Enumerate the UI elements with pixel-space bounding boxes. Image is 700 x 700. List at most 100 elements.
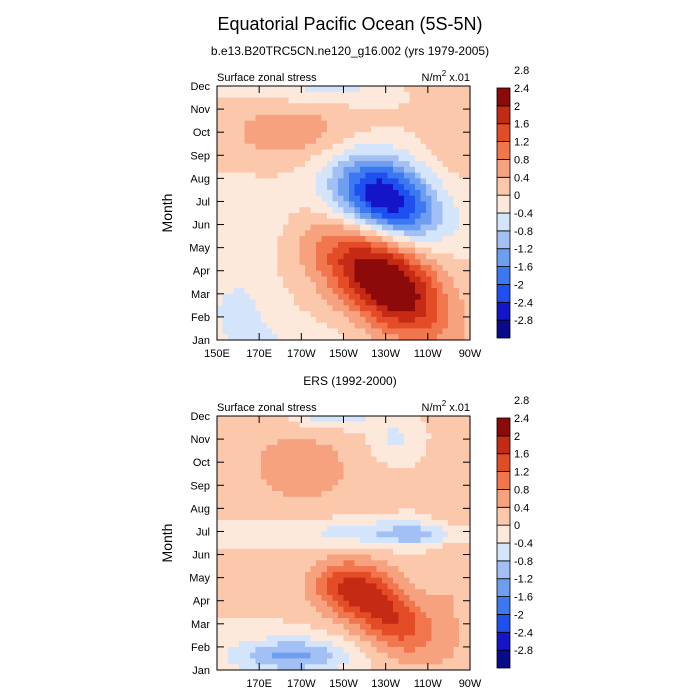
heatmap-cell	[272, 236, 279, 243]
heatmap-cell	[464, 485, 471, 492]
heatmap-cell	[288, 537, 295, 544]
heatmap-cell	[420, 560, 427, 567]
heatmap-cell	[409, 178, 416, 185]
heatmap-cell	[393, 97, 400, 104]
heatmap-cell	[283, 132, 290, 139]
heatmap-cell	[288, 456, 295, 463]
heatmap-cell	[382, 444, 389, 452]
heatmap-cell	[321, 594, 328, 602]
heatmap-cell	[387, 143, 394, 151]
heatmap-cell	[222, 259, 229, 266]
heatmap-cell	[255, 514, 262, 521]
heatmap-cell	[277, 456, 284, 463]
heatmap-cell	[283, 218, 290, 226]
heatmap-cell	[349, 531, 356, 538]
heatmap-cell	[316, 282, 323, 289]
heatmap-cell	[283, 485, 290, 492]
heatmap-cell	[453, 646, 460, 654]
heatmap-cell	[382, 594, 389, 602]
heatmap-cell	[398, 473, 405, 481]
colorbar-label: 0.4	[514, 172, 529, 184]
heatmap-cell	[426, 594, 433, 602]
heatmap-cell	[266, 641, 273, 648]
heatmap-cell	[398, 241, 405, 249]
heatmap-cell	[431, 433, 438, 440]
heatmap-cell	[332, 577, 339, 585]
heatmap-cell	[365, 467, 372, 475]
heatmap-cell	[431, 120, 438, 128]
heatmap-cell	[354, 502, 361, 509]
heatmap-cell	[288, 433, 295, 440]
heatmap-cell	[437, 502, 444, 509]
heatmap-cell	[437, 577, 444, 585]
heatmap-cell	[349, 305, 356, 312]
heatmap-cell	[239, 316, 246, 324]
heatmap-cell	[453, 247, 460, 255]
heatmap-cell	[387, 120, 394, 128]
heatmap-cell	[332, 189, 339, 197]
heatmap-cell	[415, 288, 422, 295]
heatmap-cell	[354, 514, 361, 521]
heatmap-cell	[305, 213, 312, 220]
heatmap-cell	[288, 543, 295, 550]
heatmap-cell	[459, 439, 466, 446]
heatmap-cell	[222, 427, 229, 434]
heatmap-cell	[250, 288, 257, 295]
heatmap-cell	[349, 473, 356, 481]
heatmap-cell	[437, 450, 444, 458]
heatmap-cell	[255, 224, 262, 231]
heatmap-cell	[464, 288, 471, 295]
heatmap-cell	[261, 247, 268, 255]
heatmap-cell	[244, 305, 251, 312]
heatmap-cell	[464, 491, 471, 498]
heatmap-cell	[316, 328, 323, 335]
heatmap-cell	[393, 253, 400, 260]
heatmap-cell	[437, 213, 444, 220]
heatmap-cell	[464, 577, 471, 585]
heatmap-cell	[233, 137, 240, 145]
heatmap-cell	[321, 502, 328, 509]
heatmap-cell	[288, 664, 295, 671]
heatmap-cell	[426, 137, 433, 145]
heatmap-cell	[442, 305, 449, 312]
heatmap-cell	[426, 589, 433, 596]
heatmap-cell	[299, 646, 306, 654]
heatmap-cell	[255, 664, 262, 671]
heatmap-cell	[426, 456, 433, 463]
heatmap-cell	[288, 658, 295, 665]
heatmap-cell	[343, 566, 350, 573]
heatmap-cell	[217, 247, 224, 255]
heatmap-cell	[415, 161, 422, 168]
heatmap-cell	[349, 230, 356, 237]
heatmap-cell	[343, 491, 350, 498]
heatmap-cell	[420, 629, 427, 636]
heatmap-cell	[288, 416, 295, 423]
heatmap-cell	[272, 635, 279, 642]
heatmap-cell	[382, 293, 389, 301]
heatmap-cell	[255, 86, 262, 93]
colorbar-label: -2.8	[514, 315, 533, 327]
heatmap-cell	[404, 485, 411, 492]
heatmap-cell	[387, 264, 394, 272]
heatmap-cell	[294, 531, 301, 538]
heatmap-cell	[442, 641, 449, 648]
heatmap-cell	[239, 247, 246, 255]
heatmap-cell	[305, 241, 312, 249]
heatmap-cell	[233, 537, 240, 544]
heatmap-cell	[426, 293, 433, 301]
heatmap-cell	[294, 612, 301, 619]
heatmap-cell	[244, 103, 251, 110]
heatmap-cell	[431, 305, 438, 312]
heatmap-cell	[409, 253, 416, 260]
heatmap-cell	[365, 137, 372, 145]
heatmap-cell	[332, 537, 339, 544]
heatmap-cell	[376, 264, 383, 272]
heatmap-cell	[316, 253, 323, 260]
heatmap-cell	[376, 322, 383, 330]
heatmap-cell	[464, 450, 471, 458]
colorbar-swatch	[496, 631, 511, 651]
heatmap-cell	[299, 155, 306, 162]
heatmap-cell	[283, 155, 290, 162]
heatmap-cell	[437, 166, 444, 174]
heatmap-cell	[250, 664, 257, 671]
